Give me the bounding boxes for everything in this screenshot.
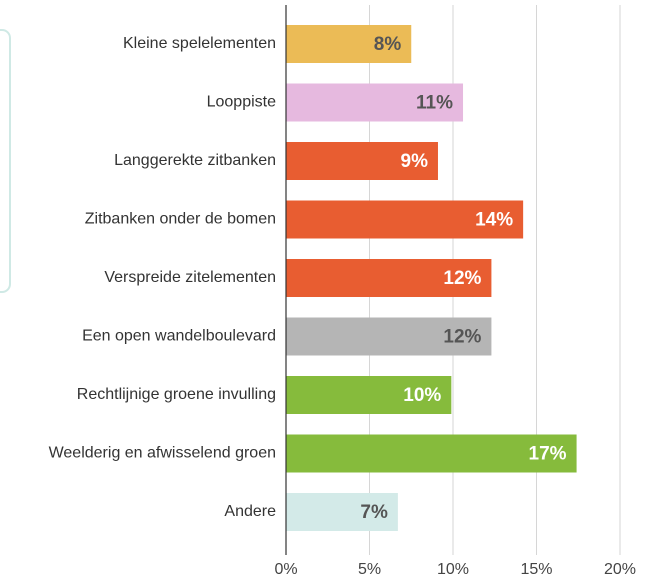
bar — [286, 434, 577, 473]
bar — [286, 200, 524, 239]
y-tick-label: Zitbanken onder de bomen — [85, 211, 276, 228]
y-tick-label: Een open wandelboulevard — [82, 328, 276, 345]
bar — [286, 493, 398, 531]
value-label: 12% — [443, 268, 481, 289]
value-label: 14% — [475, 210, 513, 231]
bar — [286, 317, 492, 356]
y-tick-label: Looppiste — [207, 94, 276, 111]
side-panel — [0, 29, 11, 293]
y-tick-label: Rechtlijnige groene invulling — [77, 386, 276, 403]
y-tick-label: Kleine spelelementen — [123, 35, 276, 52]
value-label: 8% — [374, 34, 402, 55]
y-tick-label: Langgerekte zitbanken — [114, 152, 276, 169]
x-tick-label: 5% — [358, 561, 381, 578]
value-label: 11% — [416, 93, 453, 114]
bar — [286, 25, 412, 63]
bar — [286, 83, 464, 122]
bar — [286, 259, 492, 297]
bar — [286, 376, 452, 414]
x-tick-label: 15% — [520, 561, 552, 578]
value-label: 9% — [401, 151, 429, 172]
value-label: 10% — [403, 385, 441, 406]
y-tick-label: Verspreide zitelementen — [104, 269, 276, 286]
x-tick-label: 10% — [437, 561, 469, 578]
value-label: 17% — [529, 444, 567, 465]
bar — [286, 142, 438, 180]
value-label: 12% — [443, 327, 481, 348]
value-label: 7% — [360, 502, 388, 523]
y-tick-label: Weelderig en afwisselend groen — [49, 445, 276, 462]
x-tick-label: 20% — [604, 561, 636, 578]
y-tick-label: Andere — [224, 503, 276, 520]
x-tick-label: 0% — [274, 561, 297, 578]
